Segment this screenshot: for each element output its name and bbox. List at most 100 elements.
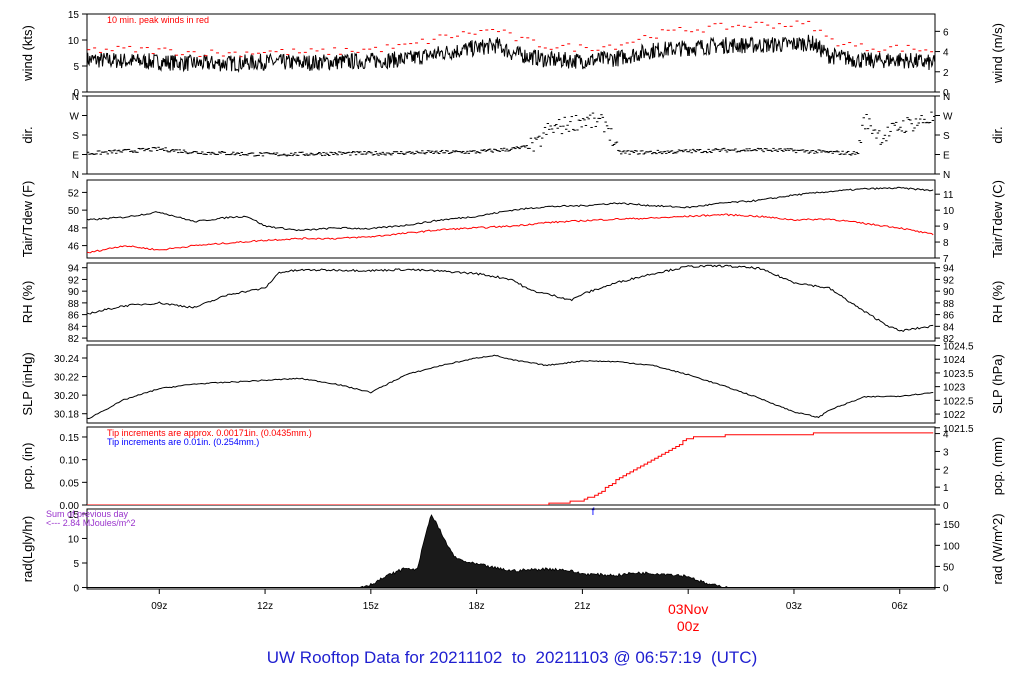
rh-left-tick-label: 84 — [68, 322, 80, 333]
rh-right-axis-label: RH (%) — [990, 281, 1005, 324]
footer-time: 06:57:19 — [635, 648, 702, 667]
time-tick-label: 06z — [892, 601, 908, 612]
dir-left-tick-label: N — [72, 92, 79, 103]
temp-right-axis-label: Tair/Tdew (C) — [990, 180, 1005, 258]
wind-left-tick-label: 0 — [73, 88, 79, 99]
rh-panel-frame — [86, 262, 936, 342]
slp-left-tick-label: 30.24 — [54, 354, 79, 365]
wind-left-tick-label: 5 — [73, 62, 79, 73]
slp-left-tick-label: 30.20 — [54, 391, 79, 402]
temp-right-tick-label: 8 — [943, 238, 949, 249]
footer-title: UW Rooftop Data for 20211102 to 20211103… — [0, 648, 1024, 668]
dir-plot-area — [87, 111, 935, 157]
slp-left-axis-label: SLP (inHg) — [20, 352, 35, 415]
dir-right-tick-label: E — [943, 151, 950, 162]
pcp-left-tick-label: 0.15 — [60, 433, 80, 444]
slp-plot-area — [87, 354, 934, 420]
temp-left-axis-label: Tair/Tdew (F) — [20, 181, 35, 258]
slp-right-tick-label: 1022.5 — [943, 396, 974, 407]
dir-right-tick-label: W — [943, 112, 953, 123]
rh-right-tick-label: 92 — [943, 275, 955, 286]
footer-at: @ — [613, 648, 631, 667]
rad-left-tick-label: 10 — [68, 534, 80, 545]
pcp-right-tick-label: 3 — [943, 447, 949, 458]
slp-right-tick-label: 1023 — [943, 383, 966, 394]
pcp-right-tick-label: 2 — [943, 465, 949, 476]
footer-separator: to — [511, 648, 527, 667]
time-tick-label: 09z — [151, 601, 167, 612]
rad-right-tick-label: 0 — [943, 584, 949, 595]
dir-left-tick-label: E — [72, 151, 79, 162]
slp-right-axis-label: SLP (hPa) — [990, 354, 1005, 414]
dir-left-axis-label: dir. — [20, 126, 35, 143]
rh-right-tick-label: 82 — [943, 334, 955, 345]
pcp-right-tick-label: 0 — [943, 501, 949, 512]
footer-start-date: 20211102 — [429, 648, 503, 667]
precip-marker: f — [592, 507, 595, 518]
time-tick-label: 18z — [469, 601, 485, 612]
slp-right-tick-label: 1021.5 — [943, 424, 974, 435]
dir-left-tick-label: S — [72, 131, 79, 142]
temp-left-tick-label: 48 — [68, 224, 80, 235]
wind-plot-area — [87, 20, 935, 73]
date-label: 03Nov — [668, 601, 708, 617]
time-tick-label: 03z — [786, 601, 802, 612]
footer-timezone: (UTC) — [710, 648, 758, 667]
slp-left-tick-label: 30.18 — [54, 410, 79, 421]
rad-annotation: <--- 2.84 MJoules/m^2 — [46, 518, 136, 528]
rh-left-tick-label: 82 — [68, 334, 80, 345]
footer-end-date: 20211103 — [535, 648, 609, 667]
slp-right-tick-label: 1024 — [943, 355, 966, 366]
temp-plot-area — [87, 186, 934, 254]
wind-speed-line — [87, 34, 935, 73]
dir-right-tick-label: S — [943, 131, 950, 142]
temp-left-tick-label: 50 — [68, 206, 80, 217]
dir-right-tick-label: N — [943, 170, 950, 181]
pcp-left-tick-label: 0.00 — [60, 501, 80, 512]
rad-right-axis-label: rad (W/m^2) — [990, 513, 1005, 584]
slp-panel-frame — [86, 344, 936, 424]
rh-left-axis-label: RH (%) — [20, 281, 35, 324]
temp-left-tick-label: 52 — [68, 188, 80, 199]
rh-series-line — [87, 264, 934, 333]
temp-right-tick-label: 11 — [943, 190, 954, 201]
dir-left-tick-label: N — [72, 170, 79, 181]
wind-panel-frame — [86, 13, 936, 93]
pcp-right-tick-label: 4 — [943, 430, 949, 441]
wind-right-tick-label: 4 — [943, 48, 949, 59]
rad-left-tick-label: 15 — [68, 510, 80, 521]
dir-right-tick-label: N — [943, 92, 950, 103]
precip-accum-line — [87, 432, 934, 505]
rh-right-tick-label: 84 — [943, 322, 955, 333]
slp-series-line — [87, 354, 934, 420]
rad-left-axis-label: rad(Lgly/hr) — [20, 516, 35, 582]
rh-left-tick-label: 90 — [68, 287, 80, 298]
time-tick-label: 21z — [574, 601, 590, 612]
temp-tdew-line — [87, 213, 934, 254]
slp-right-tick-label: 1023.5 — [943, 369, 974, 380]
pcp-left-axis-label: pcp. (in) — [20, 443, 35, 490]
wind-annotation: 10 min. peak winds in red — [107, 15, 209, 25]
temp-tair-line — [87, 186, 934, 232]
rh-right-tick-label: 94 — [943, 264, 955, 275]
rad-annotation: Sum of previous day — [46, 509, 129, 519]
temp-right-tick-label: 10 — [943, 206, 955, 217]
rh-right-tick-label: 88 — [943, 299, 955, 310]
dir-left-tick-label: W — [70, 112, 80, 123]
pcp-annotation: Tip increments are approx. 0.00171in. (0… — [107, 428, 312, 438]
wind-right-axis-label: wind (m/s) — [990, 23, 1005, 84]
rad-left-tick-label: 5 — [73, 559, 79, 570]
slp-left-tick-label: 30.22 — [54, 373, 79, 384]
rh-right-tick-label: 90 — [943, 287, 955, 298]
rad-right-tick-label: 150 — [943, 520, 960, 531]
rad-left-tick-label: 0 — [73, 584, 79, 595]
temp-right-tick-label: 9 — [943, 222, 949, 233]
rad-right-tick-label: 50 — [943, 562, 955, 573]
wind-right-tick-label: 6 — [943, 27, 949, 38]
pcp-right-axis-label: pcp. (mm) — [990, 437, 1005, 496]
temp-right-tick-label: 7 — [943, 254, 949, 265]
pcp-right-tick-label: 1 — [943, 483, 949, 494]
wind-left-tick-label: 15 — [68, 10, 80, 21]
footer-prefix: UW Rooftop Data for — [266, 648, 425, 667]
